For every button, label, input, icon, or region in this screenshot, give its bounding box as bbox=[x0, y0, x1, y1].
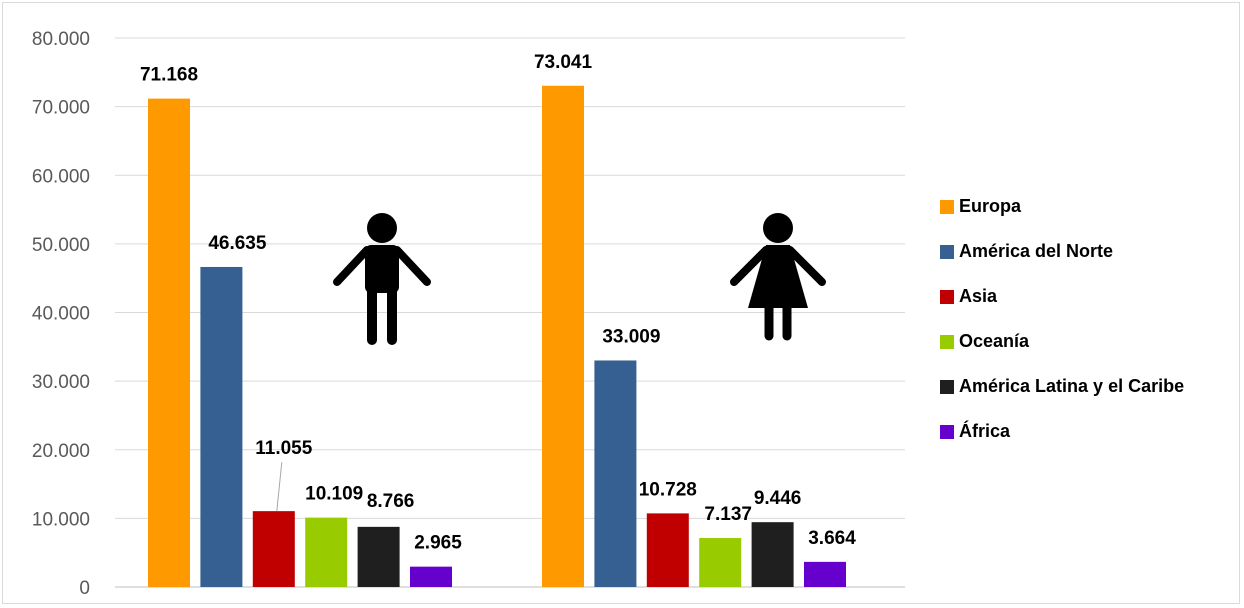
legend-item-africa: África bbox=[940, 409, 1184, 454]
y-tick-label: 60.000 bbox=[32, 166, 90, 187]
y-tick-label: 70.000 bbox=[32, 98, 90, 119]
female-figure-icon bbox=[730, 213, 826, 341]
legend-item-america-latina: América Latina y el Caribe bbox=[940, 364, 1184, 409]
data-label: 46.635 bbox=[208, 233, 267, 254]
bar bbox=[148, 98, 190, 588]
bar bbox=[804, 561, 846, 587]
data-label: 9.446 bbox=[754, 488, 802, 509]
y-tick-label: 40.000 bbox=[32, 304, 90, 325]
legend-label: América Latina y el Caribe bbox=[959, 376, 1185, 396]
bar bbox=[646, 513, 689, 587]
y-tick-label: 50.000 bbox=[32, 235, 90, 256]
legend-swatch bbox=[940, 379, 954, 394]
data-label: 10.728 bbox=[639, 479, 697, 500]
legend-swatch bbox=[940, 199, 954, 214]
legend: Europa América del Norte Asia Oceanía Am… bbox=[940, 184, 1184, 454]
legend-swatch bbox=[940, 334, 954, 349]
legend-item-asia: Asia bbox=[940, 274, 1184, 319]
data-label: 33.009 bbox=[602, 326, 660, 347]
bar bbox=[200, 266, 243, 587]
bar bbox=[542, 85, 584, 587]
data-labels: 71.168 73.041 46.635 33.009 11.055 10.728 10.1… bbox=[140, 52, 856, 554]
legend-item-oceania: Oceanía bbox=[940, 319, 1184, 364]
label-leader-line bbox=[276, 462, 283, 512]
male-figure-icon bbox=[333, 213, 431, 345]
bar bbox=[594, 360, 637, 587]
legend-label: África bbox=[959, 421, 1011, 441]
data-label: 7.137 bbox=[704, 504, 752, 525]
bars bbox=[148, 85, 846, 588]
legend-swatch bbox=[940, 424, 954, 439]
bar bbox=[751, 522, 794, 587]
legend-label: Europa bbox=[959, 196, 1022, 216]
data-label: 71.168 bbox=[140, 65, 198, 86]
bar bbox=[357, 526, 400, 587]
y-tick-label: 20.000 bbox=[32, 441, 90, 462]
y-tick-label: 0 bbox=[79, 578, 90, 599]
legend-swatch bbox=[940, 244, 954, 259]
y-tick-label: 10.000 bbox=[32, 509, 90, 530]
legend-label: Oceanía bbox=[959, 331, 1030, 351]
bar bbox=[305, 517, 348, 587]
legend-item-europa: Europa bbox=[940, 184, 1184, 229]
y-axis: 0 10.000 20.000 30.000 40.000 50.000 60.000 70.… bbox=[32, 29, 90, 599]
bar bbox=[252, 511, 295, 587]
data-label: 8.766 bbox=[367, 491, 415, 512]
bar bbox=[410, 566, 452, 587]
legend-label: Asia bbox=[959, 286, 998, 306]
data-label: 3.664 bbox=[808, 528, 856, 549]
bar bbox=[699, 538, 742, 587]
data-label: 2.965 bbox=[414, 533, 462, 554]
y-tick-label: 30.000 bbox=[32, 372, 90, 393]
data-label: 10.109 bbox=[305, 484, 363, 505]
legend-label: América del Norte bbox=[959, 241, 1114, 261]
legend-swatch bbox=[940, 289, 954, 304]
legend-item-america-del-norte: América del Norte bbox=[940, 229, 1184, 274]
data-label: 73.041 bbox=[534, 52, 593, 73]
data-label: 11.055 bbox=[255, 438, 312, 459]
y-tick-label: 80.000 bbox=[32, 29, 90, 50]
